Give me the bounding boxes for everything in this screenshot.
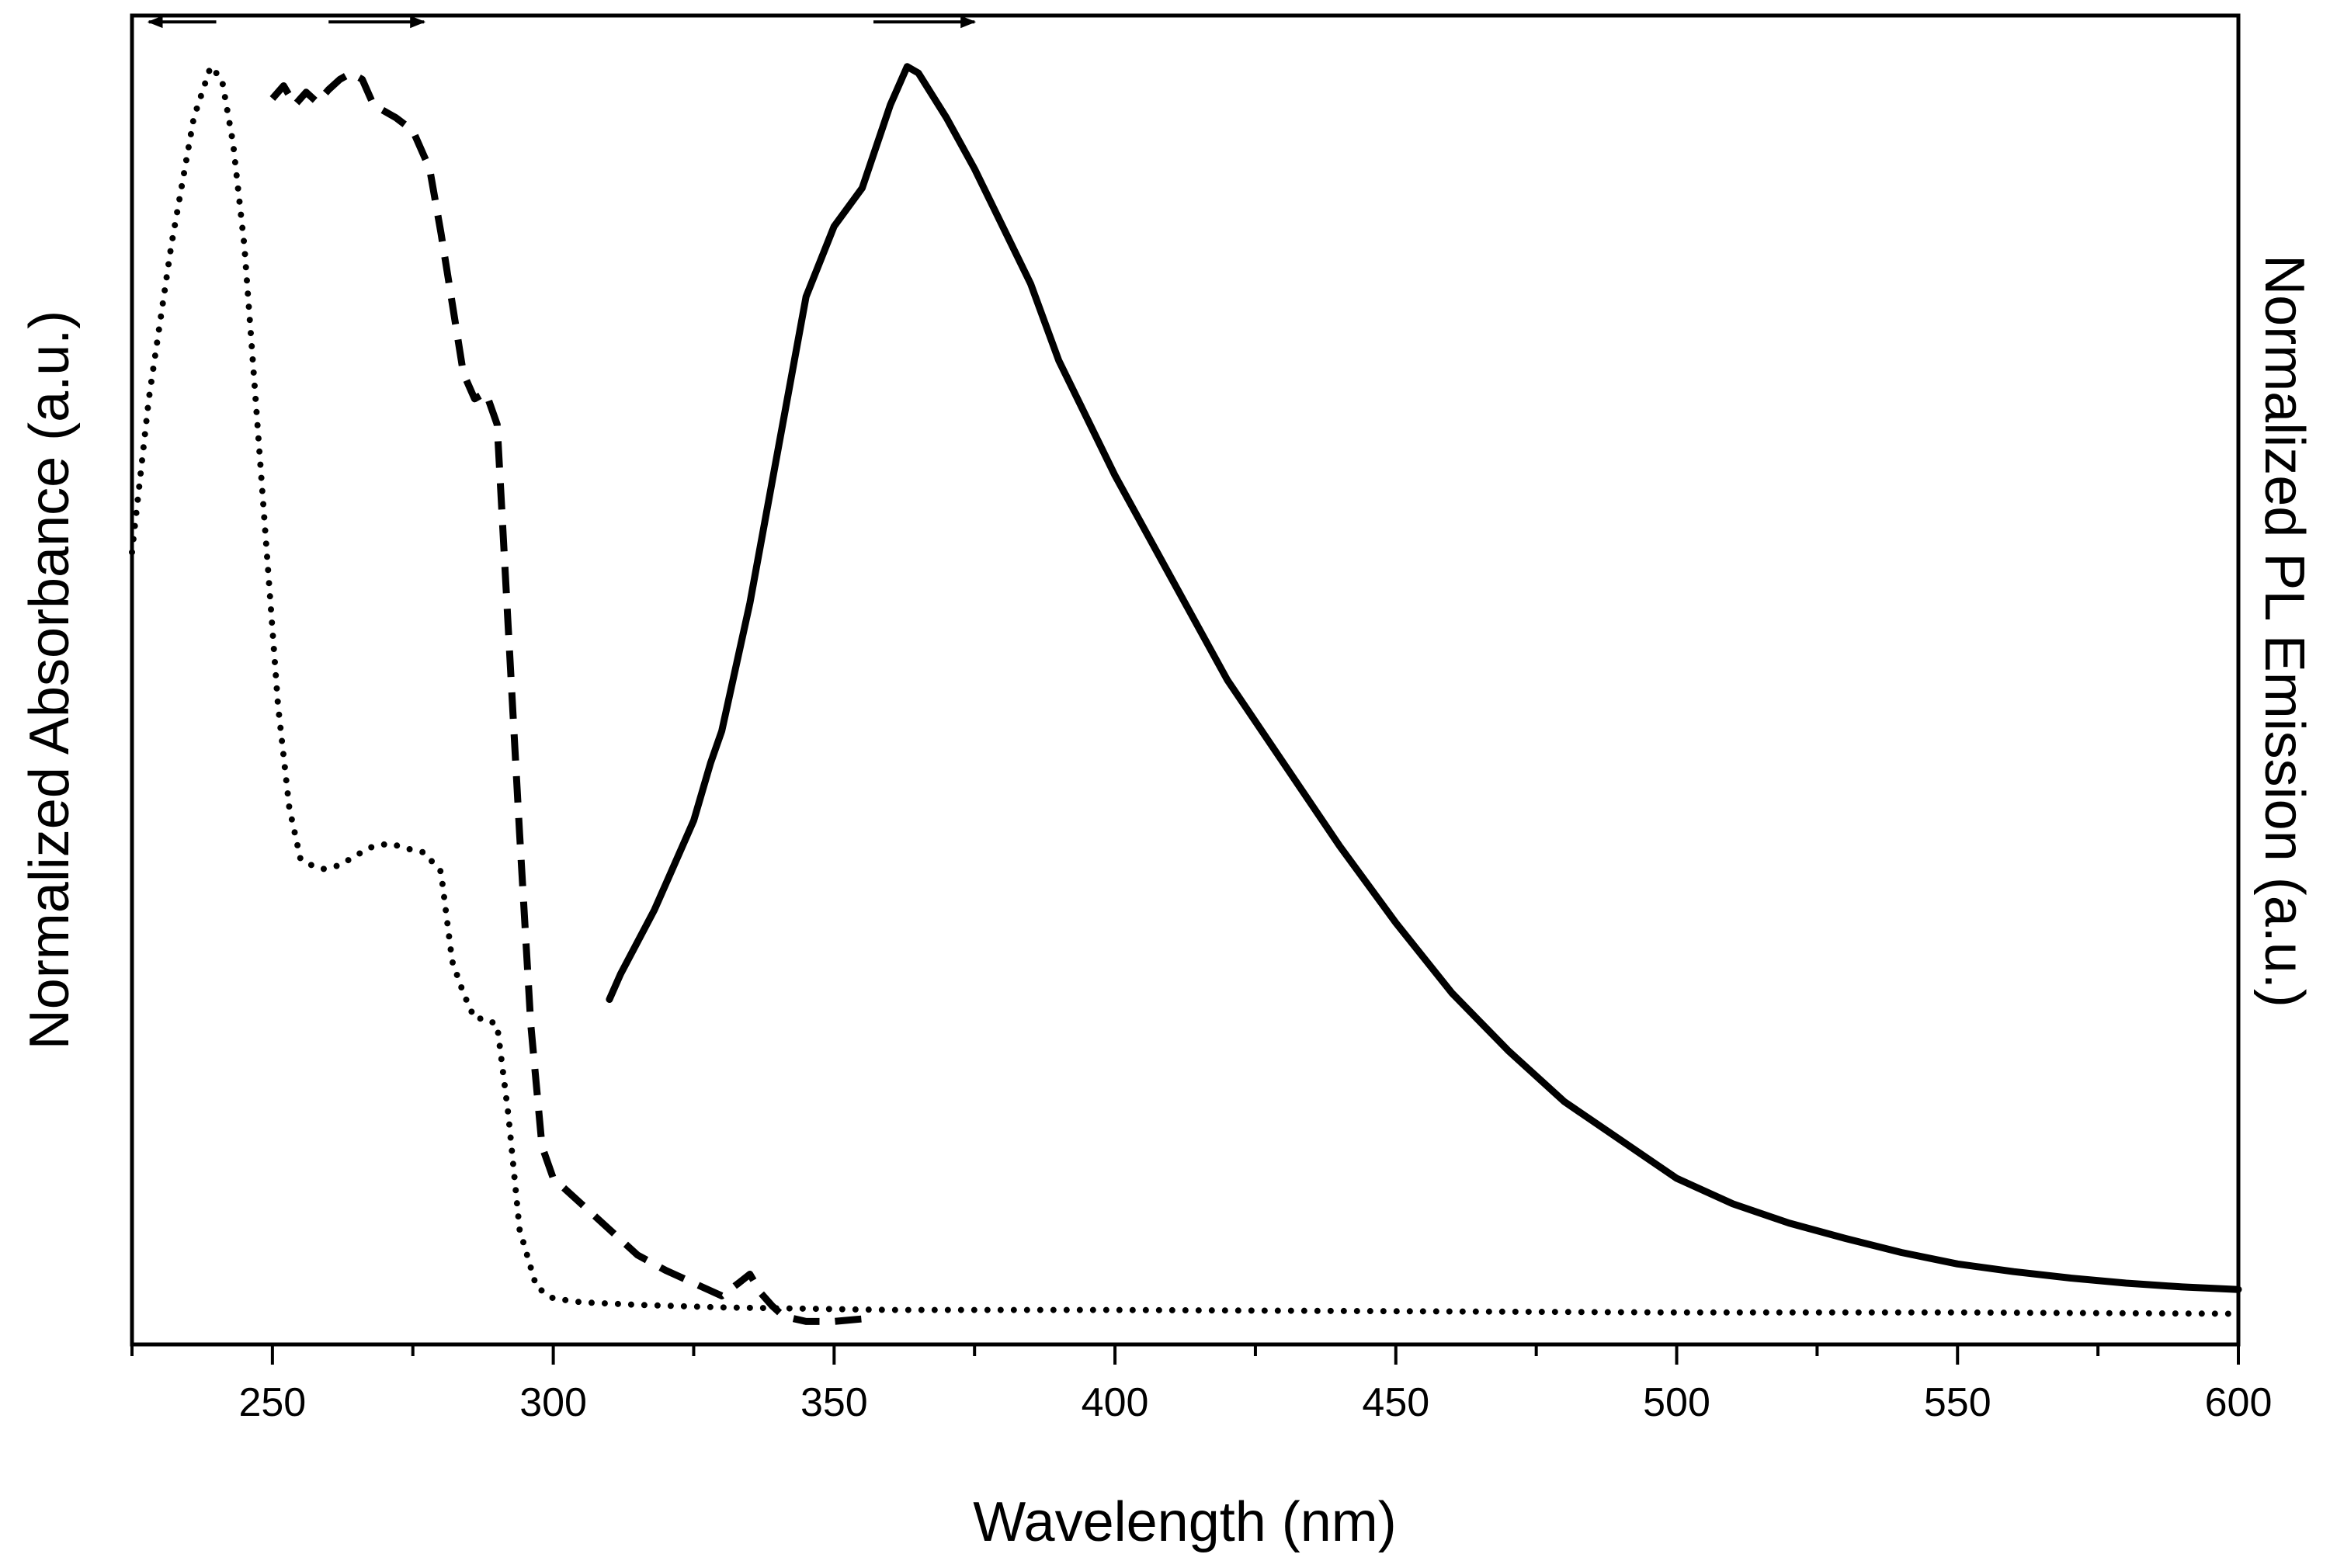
left-y-axis-title: Normalized Absorbance (a.u.) <box>19 310 81 1049</box>
x-axis-ticks <box>130 1344 2240 1365</box>
x-axis-tick-labels: 250 300 350 400 450 500 550 600 <box>238 1380 2272 1425</box>
x-tick-label: 600 <box>2205 1380 2273 1425</box>
x-tick-label: 350 <box>800 1380 868 1425</box>
x-tick-label: 550 <box>1924 1380 1991 1425</box>
x-tick-label: 250 <box>238 1380 306 1425</box>
x-tick-label: 500 <box>1643 1380 1710 1425</box>
series-pl-emission-solid <box>606 63 2242 1293</box>
x-tick-label: 400 <box>1082 1380 1149 1425</box>
right-y-axis-title: Normalized PL Emission (a.u.) <box>2253 255 2315 1008</box>
x-axis-title: Wavelength (nm) <box>973 1491 1397 1553</box>
series-absorbance-dashed <box>269 69 863 1325</box>
plot-area-frame <box>130 13 2241 1347</box>
x-tick-label: 450 <box>1362 1380 1429 1425</box>
series-layer <box>129 63 2242 1325</box>
series-absorbance-dotted <box>129 63 2241 1317</box>
x-tick-label: 300 <box>519 1380 587 1425</box>
